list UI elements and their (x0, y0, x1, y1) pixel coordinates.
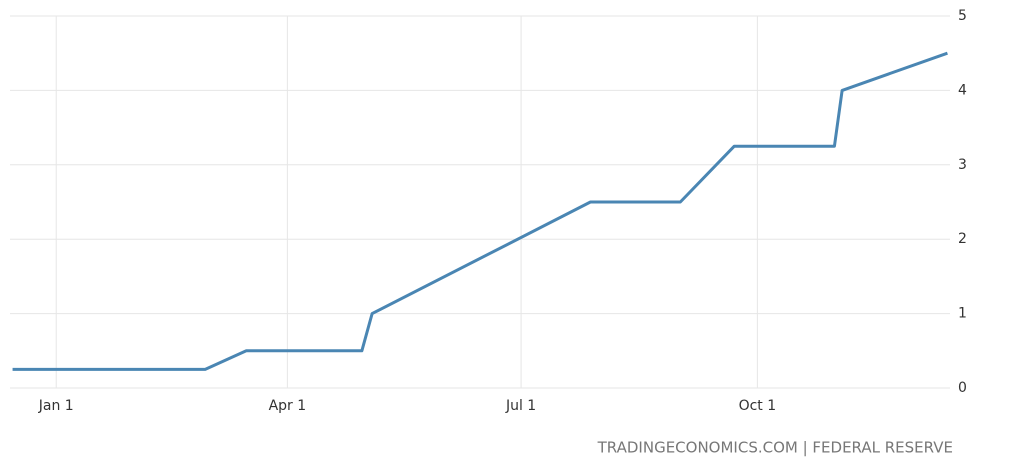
y-tick-label: 3 (958, 157, 967, 173)
data-line (12, 51, 948, 371)
y-tick-label: 5 (958, 8, 967, 24)
y-tick-label: 0 (958, 380, 967, 396)
source: TRADINGECONOMICS.COM | FEDERAL RESERVE (597, 439, 953, 457)
x-tick-label: Jul 1 (505, 398, 536, 414)
y-tick-label: 1 (958, 306, 967, 322)
y-tick-label: 4 (958, 82, 967, 98)
x-tick-label: Oct 1 (739, 398, 777, 414)
x-tick-label: Apr 1 (269, 398, 307, 414)
y-tick-label: 2 (958, 231, 967, 247)
x-tick-label: Jan 1 (38, 398, 74, 414)
